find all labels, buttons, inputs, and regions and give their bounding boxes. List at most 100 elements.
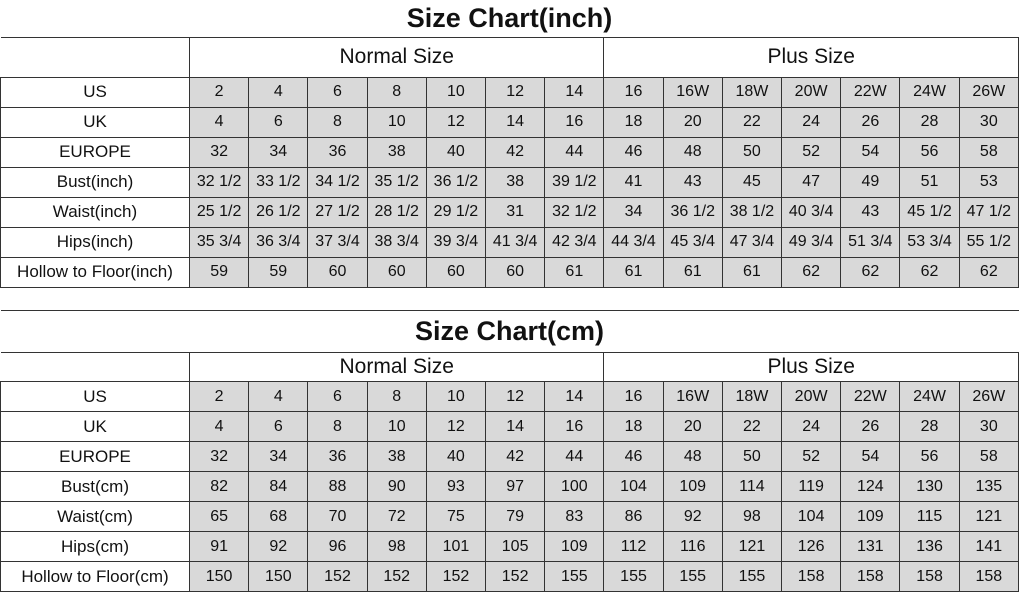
size-cell: 54 (840, 136, 901, 168)
size-cell: 44 (544, 441, 605, 472)
size-cell: 18 (603, 106, 664, 138)
row-label: EUROPE (0, 136, 190, 168)
size-cell: 16 (544, 106, 605, 138)
size-cell: 52 (781, 441, 842, 472)
size-cell: 65 (188, 501, 250, 532)
size-cell: 12 (425, 411, 487, 442)
row-label: Hollow to Floor(cm) (0, 561, 190, 592)
size-cell: 150 (188, 561, 250, 592)
size-cell: 40 (425, 136, 487, 168)
size-cell: 12 (485, 381, 546, 412)
size-cell: 8 (307, 411, 368, 442)
corner-cell (0, 352, 190, 382)
table-row: Hollow to Floor(cm) 150 150 152 152 152 152 155… (0, 561, 1020, 592)
size-cell: 38 (366, 136, 427, 168)
size-cell: 47 (781, 166, 842, 198)
size-cell: 121 (721, 531, 783, 562)
size-cell: 16 (544, 411, 605, 442)
size-cell: 31 (485, 196, 546, 228)
size-cell: 35 1/2 (366, 166, 427, 198)
size-cell: 36 1/2 (662, 196, 723, 228)
size-cell: 2 (188, 381, 250, 412)
row-label: US (0, 76, 190, 108)
size-cell: 141 (958, 531, 1020, 562)
size-cell: 49 3/4 (781, 226, 842, 258)
size-cell: 79 (485, 501, 546, 532)
size-cell: 14 (485, 106, 546, 138)
size-cell: 56 (899, 441, 960, 472)
size-cell: 30 (958, 411, 1020, 442)
size-cell: 24 (781, 106, 842, 138)
size-cell: 104 (603, 471, 664, 502)
size-cell: 55 1/2 (958, 226, 1020, 258)
size-cell: 26 1/2 (248, 196, 309, 228)
size-cell: 101 (425, 531, 487, 562)
size-cell: 109 (544, 531, 605, 562)
size-cell: 60 (425, 256, 487, 288)
size-cell: 115 (899, 501, 960, 532)
size-cell: 56 (899, 136, 960, 168)
size-cell: 24 (781, 411, 842, 442)
size-cell: 61 (603, 256, 664, 288)
table-row: US 2 4 6 8 10 12 14 16 16W 18W 20W 22W 24W 26W (0, 76, 1020, 108)
size-cell: 4 (188, 411, 250, 442)
size-cell: 34 1/2 (307, 166, 368, 198)
size-cell: 82 (188, 471, 250, 502)
size-cell: 49 (840, 166, 901, 198)
table-row: Hips(inch) 35 3/4 36 3/4 37 3/4 38 3/4 39 3/4… (0, 226, 1020, 258)
size-cell: 12 (425, 106, 487, 138)
size-cell: 98 (366, 531, 427, 562)
row-label: US (0, 381, 190, 412)
table-row: UK 4 6 8 10 12 14 16 18 20 22 24 26 28 30 (0, 411, 1020, 442)
size-cell: 152 (307, 561, 368, 592)
size-cell: 59 (248, 256, 309, 288)
size-cell: 33 1/2 (248, 166, 309, 198)
size-cell: 47 1/2 (958, 196, 1020, 228)
size-cell: 10 (425, 381, 487, 412)
size-cell: 93 (425, 471, 487, 502)
table-row: Bust(cm) 82 84 88 90 93 97 100 104 109 114 119 124 13… (0, 471, 1020, 502)
table-row: US 2 4 6 8 10 12 14 16 16W 18W 20W 22W 24W 26W (0, 381, 1020, 412)
row-label: UK (0, 106, 190, 138)
row-label: EUROPE (0, 441, 190, 472)
size-cell: 42 (485, 136, 546, 168)
size-cell: 20W (781, 76, 842, 108)
size-cell: 27 1/2 (307, 196, 368, 228)
size-cell: 62 (781, 256, 842, 288)
size-cell: 109 (662, 471, 723, 502)
size-cell: 16W (662, 381, 723, 412)
size-cell: 109 (840, 501, 901, 532)
size-cell: 4 (188, 106, 250, 138)
size-cell: 30 (958, 106, 1020, 138)
size-cell: 62 (899, 256, 960, 288)
size-cell: 38 (366, 441, 427, 472)
size-cell: 58 (958, 441, 1020, 472)
row-label: Hips(inch) (0, 226, 190, 258)
size-cell: 42 (485, 441, 546, 472)
size-cell: 10 (366, 106, 427, 138)
size-cell: 51 3/4 (840, 226, 901, 258)
size-cell: 43 (840, 196, 901, 228)
size-cell: 2 (188, 76, 250, 108)
size-cell: 41 (603, 166, 664, 198)
size-cell: 50 (721, 136, 783, 168)
size-cell: 40 (425, 441, 487, 472)
size-cell: 20W (781, 381, 842, 412)
size-cell: 36 1/2 (425, 166, 487, 198)
size-cell: 62 (958, 256, 1020, 288)
size-cell: 28 (899, 411, 960, 442)
size-cell: 54 (840, 441, 901, 472)
size-cell: 61 (662, 256, 723, 288)
size-cell: 48 (662, 441, 723, 472)
size-cell: 70 (307, 501, 368, 532)
size-cell: 75 (425, 501, 487, 532)
size-cell: 90 (366, 471, 427, 502)
size-cell: 158 (899, 561, 960, 592)
group-header-normal: Normal Size (188, 352, 605, 382)
group-header-normal: Normal Size (188, 36, 605, 78)
size-cell: 22W (840, 76, 901, 108)
size-cell: 22 (721, 106, 783, 138)
table-row: UK 4 6 8 10 12 14 16 18 20 22 24 26 28 30 (0, 106, 1020, 138)
size-cell: 96 (307, 531, 368, 562)
size-cell: 8 (366, 381, 427, 412)
